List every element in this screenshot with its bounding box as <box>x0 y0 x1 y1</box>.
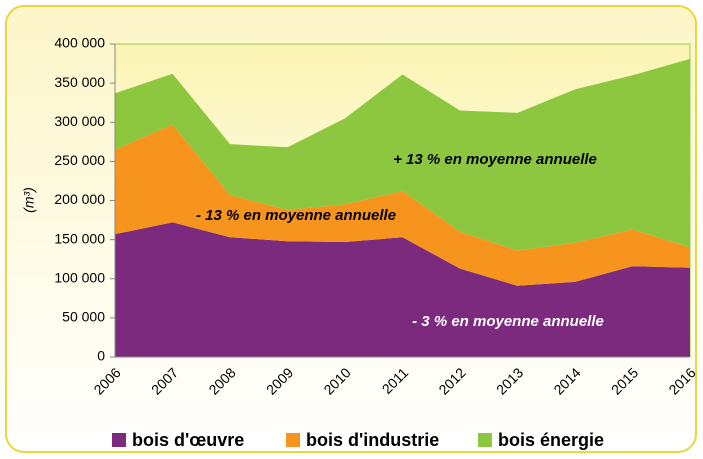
legend-label: bois énergie <box>498 430 604 450</box>
annotation: + 13 % en moyenne annuelle <box>393 151 597 168</box>
y-tick-label: 50 000 <box>62 309 105 325</box>
y-axis-label: (m³) <box>21 187 37 213</box>
y-tick-label: 300 000 <box>54 113 105 129</box>
area <box>115 222 690 357</box>
y-tick-label: 400 000 <box>54 35 105 51</box>
area <box>115 124 690 286</box>
area <box>115 58 690 251</box>
legend-label: bois d'industrie <box>306 430 439 450</box>
legend-swatch <box>112 433 126 447</box>
y-tick-label: 200 000 <box>54 191 105 207</box>
y-tick-label: 350 000 <box>54 74 105 90</box>
annotation: - 13 % en moyenne annuelle <box>196 207 396 224</box>
legend-swatch <box>478 433 492 447</box>
annotation: - 3 % en moyenne annuelle <box>412 313 604 330</box>
y-tick-label: 250 000 <box>54 152 105 168</box>
y-tick-label: 0 <box>97 348 105 364</box>
legend-label: bois d'œuvre <box>132 430 244 450</box>
y-tick-label: 100 000 <box>54 269 105 285</box>
legend-swatch <box>286 433 300 447</box>
y-tick-label: 150 000 <box>54 230 105 246</box>
